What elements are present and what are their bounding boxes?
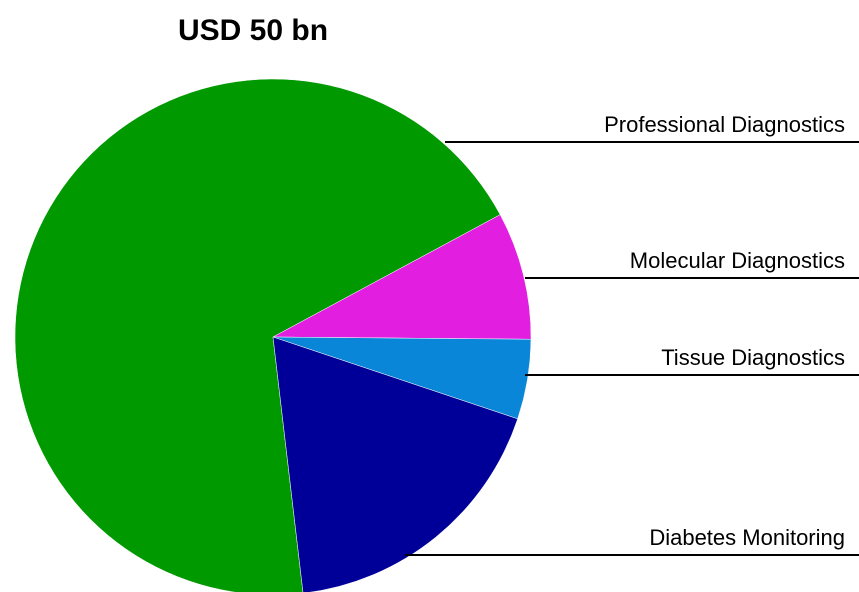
chart-title: USD 50 bn — [178, 14, 328, 47]
slice-label: Diabetes Monitoring — [649, 525, 845, 550]
slice-label: Professional Diagnostics — [604, 112, 845, 137]
slice-label: Molecular Diagnostics — [630, 248, 845, 273]
pie-slice — [272, 214, 532, 340]
pie-slice — [14, 78, 501, 592]
pie-slice — [272, 336, 518, 592]
slice-label: Tissue Diagnostics — [661, 345, 845, 370]
